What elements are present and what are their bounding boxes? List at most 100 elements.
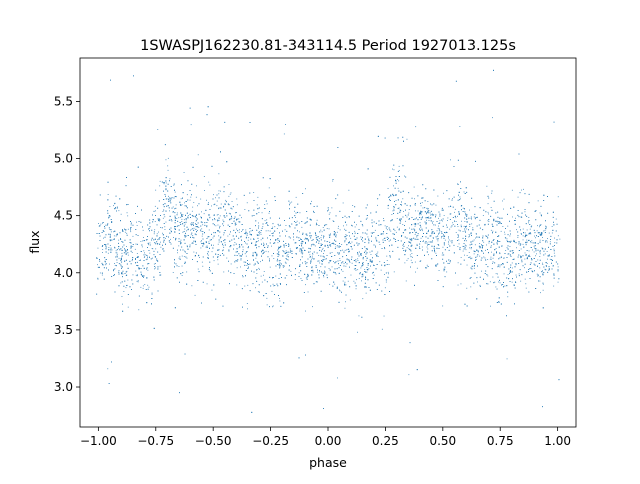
data-point bbox=[494, 262, 496, 264]
data-point bbox=[416, 235, 418, 237]
data-point bbox=[450, 213, 452, 215]
data-point bbox=[451, 240, 453, 242]
data-point bbox=[421, 246, 423, 248]
data-point bbox=[267, 225, 269, 226]
data-point bbox=[375, 239, 377, 241]
data-point bbox=[101, 232, 103, 233]
data-point bbox=[379, 194, 381, 196]
data-point bbox=[447, 220, 448, 221]
data-point bbox=[151, 237, 153, 239]
data-point bbox=[149, 230, 150, 232]
data-point bbox=[192, 259, 193, 260]
data-point bbox=[108, 217, 109, 219]
data-point bbox=[406, 259, 408, 261]
data-point bbox=[186, 271, 188, 273]
data-point bbox=[426, 242, 428, 244]
data-point bbox=[375, 254, 377, 255]
data-point bbox=[109, 240, 111, 242]
data-point bbox=[204, 190, 205, 191]
data-point bbox=[189, 107, 191, 109]
data-point bbox=[295, 247, 297, 249]
data-point bbox=[432, 238, 434, 239]
data-point bbox=[524, 263, 526, 265]
data-point bbox=[400, 204, 402, 205]
data-point bbox=[157, 290, 159, 292]
data-point bbox=[288, 225, 290, 227]
data-point bbox=[170, 238, 171, 240]
data-point bbox=[213, 214, 215, 216]
data-point bbox=[137, 256, 139, 257]
data-point bbox=[337, 246, 339, 248]
data-point bbox=[517, 237, 519, 238]
data-point bbox=[528, 193, 530, 195]
data-point bbox=[361, 280, 362, 282]
data-point bbox=[477, 254, 479, 256]
data-point bbox=[468, 234, 470, 235]
data-point bbox=[120, 263, 122, 265]
data-point bbox=[393, 209, 395, 211]
data-point bbox=[388, 273, 389, 275]
data-point bbox=[346, 263, 348, 265]
data-point bbox=[291, 201, 293, 203]
data-point bbox=[479, 236, 480, 238]
data-point bbox=[474, 213, 476, 215]
data-point bbox=[318, 260, 320, 262]
data-point bbox=[124, 248, 125, 249]
data-point bbox=[235, 251, 237, 253]
data-point bbox=[360, 267, 362, 269]
data-point bbox=[183, 256, 185, 257]
data-point bbox=[230, 272, 232, 274]
data-point bbox=[193, 237, 195, 239]
data-point bbox=[184, 235, 185, 237]
data-point bbox=[339, 210, 341, 212]
data-point bbox=[286, 284, 287, 286]
data-point bbox=[508, 268, 510, 270]
data-point bbox=[365, 256, 367, 257]
data-point bbox=[398, 170, 400, 171]
data-point bbox=[499, 241, 501, 242]
data-point bbox=[118, 257, 120, 259]
data-point bbox=[349, 299, 351, 301]
data-point bbox=[420, 260, 422, 262]
data-point bbox=[288, 243, 289, 245]
data-point bbox=[498, 281, 500, 283]
data-point bbox=[174, 217, 176, 219]
data-point bbox=[124, 273, 126, 274]
data-point bbox=[223, 254, 225, 256]
data-point bbox=[559, 238, 561, 240]
data-point bbox=[417, 195, 419, 197]
data-point bbox=[226, 257, 228, 259]
data-point bbox=[304, 249, 305, 251]
data-point bbox=[473, 216, 475, 218]
data-point bbox=[276, 283, 278, 285]
data-point bbox=[428, 229, 429, 231]
data-point bbox=[557, 266, 559, 268]
data-point bbox=[460, 224, 462, 226]
data-point bbox=[136, 275, 138, 277]
data-point bbox=[270, 239, 271, 241]
data-point bbox=[522, 235, 524, 237]
data-point bbox=[153, 231, 155, 233]
data-point bbox=[104, 227, 106, 229]
data-point bbox=[99, 272, 101, 274]
data-point bbox=[392, 195, 394, 197]
data-point bbox=[542, 240, 544, 241]
data-point bbox=[441, 231, 443, 233]
data-point bbox=[222, 250, 223, 252]
data-point bbox=[96, 257, 98, 259]
data-point bbox=[366, 229, 368, 231]
data-point bbox=[492, 226, 494, 227]
data-point bbox=[184, 236, 186, 238]
data-point bbox=[377, 198, 379, 200]
data-point bbox=[339, 260, 341, 261]
data-point bbox=[299, 250, 301, 252]
data-point bbox=[344, 241, 346, 243]
data-point bbox=[452, 224, 454, 225]
data-point bbox=[442, 209, 444, 211]
data-point bbox=[234, 222, 236, 224]
data-point bbox=[163, 206, 165, 208]
data-point bbox=[306, 211, 308, 212]
data-point bbox=[435, 224, 436, 226]
data-point bbox=[275, 275, 277, 277]
